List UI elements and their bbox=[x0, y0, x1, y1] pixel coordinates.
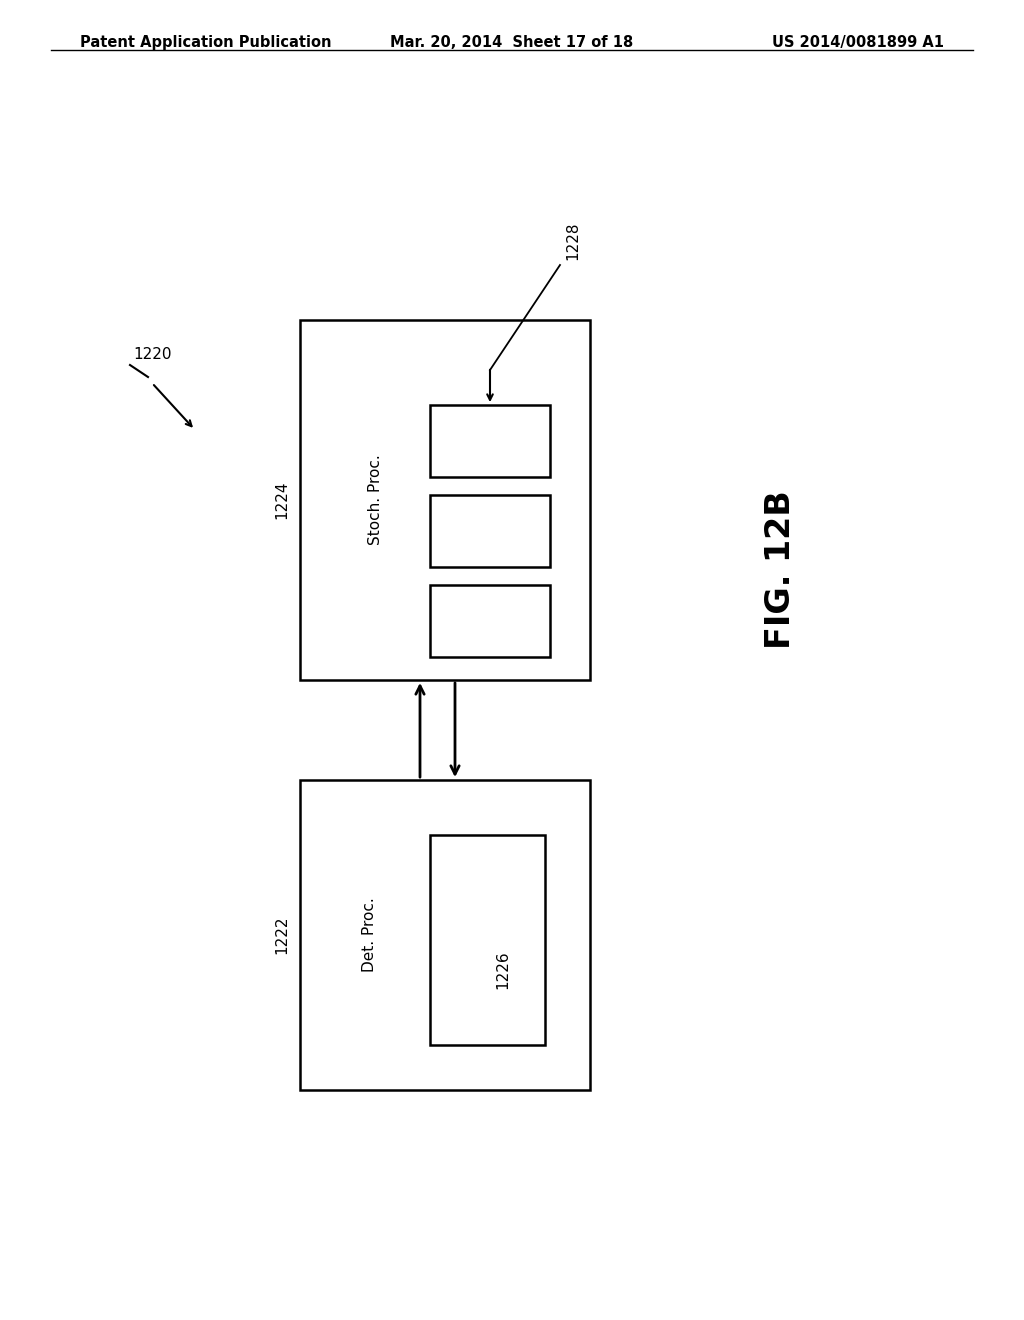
Text: Det. Proc.: Det. Proc. bbox=[362, 898, 378, 973]
Text: 1228: 1228 bbox=[565, 222, 580, 260]
Bar bbox=[300, 780, 590, 1090]
Text: US 2014/0081899 A1: US 2014/0081899 A1 bbox=[772, 36, 944, 50]
Text: Mar. 20, 2014  Sheet 17 of 18: Mar. 20, 2014 Sheet 17 of 18 bbox=[390, 36, 634, 50]
Text: FIG. 12B: FIG. 12B bbox=[764, 491, 797, 649]
Text: 1226: 1226 bbox=[496, 950, 511, 989]
Text: 1222: 1222 bbox=[274, 916, 290, 954]
Text: Patent Application Publication: Patent Application Publication bbox=[80, 36, 332, 50]
Bar bbox=[430, 495, 550, 568]
Bar bbox=[300, 319, 590, 680]
Bar bbox=[430, 585, 550, 657]
Text: 1224: 1224 bbox=[274, 480, 290, 519]
Bar bbox=[430, 836, 545, 1045]
Text: 1220: 1220 bbox=[133, 347, 171, 362]
Bar bbox=[430, 405, 550, 477]
Text: Stoch. Proc.: Stoch. Proc. bbox=[368, 454, 383, 545]
